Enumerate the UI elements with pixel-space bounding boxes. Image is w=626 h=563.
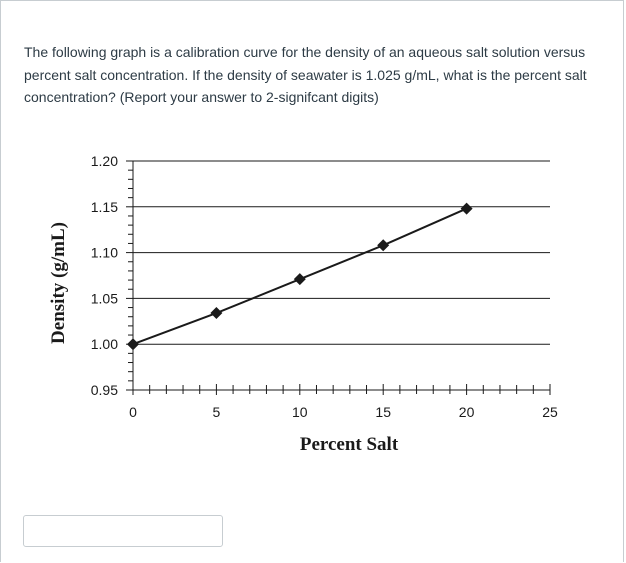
data-point-marker <box>210 307 223 320</box>
data-point-marker <box>460 202 473 215</box>
question-text: The following graph is a calibration cur… <box>24 44 587 105</box>
data-point-marker <box>293 273 306 286</box>
calibration-chart: 0.95 1.00 1.05 1.10 1.15 1.20 0 5 10 15 20 25 Perc… <box>48 153 558 455</box>
x-tick-label: 5 <box>213 404 221 420</box>
grid-lines <box>133 160 550 345</box>
x-tick-label: 10 <box>292 404 308 420</box>
y-tick-label: 1.00 <box>91 336 118 352</box>
axes <box>132 161 550 391</box>
data-point-marker <box>127 338 139 351</box>
data-point-marker <box>377 239 390 252</box>
x-tick-label: 25 <box>542 404 558 420</box>
x-tick-label: 0 <box>129 404 137 420</box>
x-ticks: 0 5 10 15 20 25 <box>129 384 558 420</box>
y-tick-label: 1.10 <box>91 245 118 261</box>
x-tick-label: 20 <box>459 404 475 420</box>
x-axis-title: Percent Salt <box>300 434 399 455</box>
series <box>127 202 473 351</box>
y-ticks: 0.95 1.00 1.05 1.10 1.15 1.20 <box>91 153 133 398</box>
y-tick-label: 1.20 <box>91 153 118 169</box>
y-axis-title: Density (g/mL) <box>48 222 69 344</box>
y-tick-label: 1.05 <box>91 290 118 306</box>
x-tick-label: 15 <box>375 404 391 420</box>
y-tick-label: 1.15 <box>91 199 118 215</box>
answer-input[interactable] <box>23 515 223 547</box>
y-tick-label: 0.95 <box>91 382 118 398</box>
